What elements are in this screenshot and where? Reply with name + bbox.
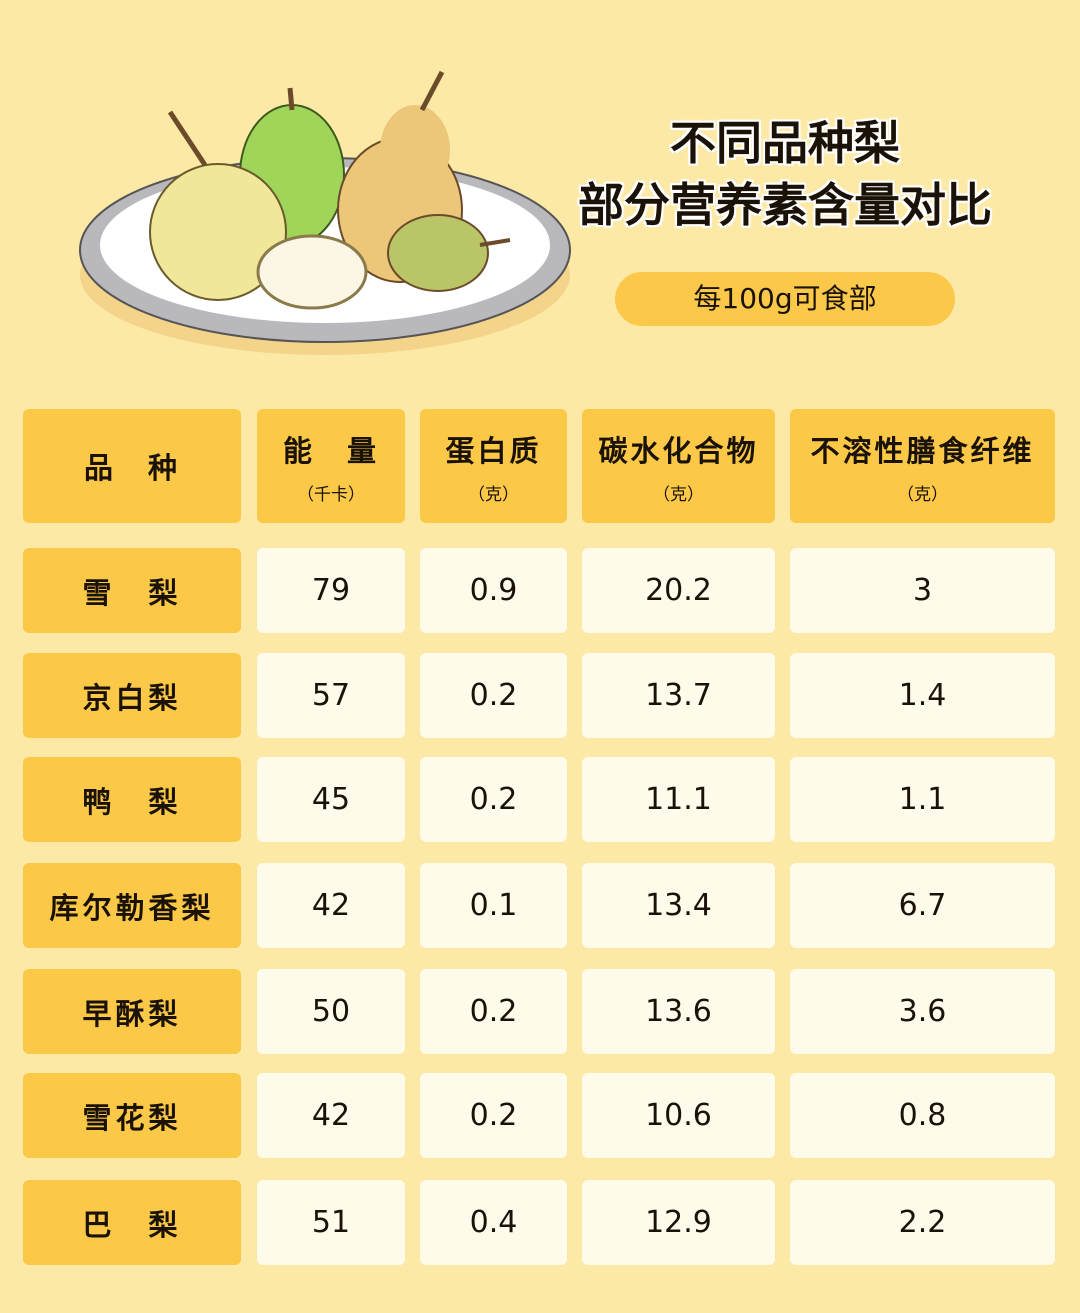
carbohydrate-value-cell: 13.6	[582, 969, 775, 1054]
header-variety: 品 种	[23, 409, 241, 523]
carbohydrate-value-cell: 13.7	[582, 653, 775, 738]
pear-plate-illustration	[79, 70, 571, 355]
insoluble-fiber-value-cell: 0.8	[790, 1073, 1055, 1158]
variety-name-cell: 雪花梨	[23, 1073, 241, 1158]
variety-name-cell: 库尔勒香梨	[23, 863, 241, 948]
insoluble-fiber-value-cell: 3	[790, 548, 1055, 633]
subtitle-badge: 每100g可食部	[615, 272, 955, 326]
header-label: 品 种	[83, 451, 180, 485]
header-label: 碳水化合物	[598, 433, 759, 468]
insoluble-fiber-value-cell: 1.1	[790, 757, 1055, 842]
energy-value-cell: 57	[257, 653, 405, 738]
energy-value-cell: 42	[257, 1073, 405, 1158]
header-unit: （克）	[468, 484, 519, 505]
header-insoluble-fiber: 不溶性膳食纤维 （克）	[790, 409, 1055, 523]
header-label: 蛋白质	[445, 433, 542, 468]
carbohydrate-value-cell: 13.4	[582, 863, 775, 948]
insoluble-fiber-value-cell: 6.7	[790, 863, 1055, 948]
energy-value-cell: 51	[257, 1180, 405, 1265]
protein-value-cell: 0.2	[420, 1073, 567, 1158]
protein-value-cell: 0.1	[420, 863, 567, 948]
title-line-2: 部分营养素含量对比	[578, 178, 992, 232]
protein-value-cell: 0.9	[420, 548, 567, 633]
protein-value-cell: 0.2	[420, 969, 567, 1054]
insoluble-fiber-value-cell: 1.4	[790, 653, 1055, 738]
energy-value-cell: 50	[257, 969, 405, 1054]
variety-name-cell: 巴 梨	[23, 1180, 241, 1265]
carbohydrate-value-cell: 11.1	[582, 757, 775, 842]
title-line-1: 不同品种梨	[670, 116, 900, 170]
header-unit: （克）	[897, 484, 948, 505]
header-unit: （千卡）	[297, 484, 365, 505]
header-unit: （克）	[653, 484, 704, 505]
header-label: 不溶性膳食纤维	[810, 433, 1035, 468]
header-carbohydrate: 碳水化合物 （克）	[582, 409, 775, 523]
header-protein: 蛋白质 （克）	[420, 409, 567, 523]
variety-name-cell: 鸭 梨	[23, 757, 241, 842]
insoluble-fiber-value-cell: 2.2	[790, 1180, 1055, 1265]
protein-value-cell: 0.2	[420, 757, 567, 842]
variety-name-cell: 雪 梨	[23, 548, 241, 633]
variety-name-cell: 早酥梨	[23, 969, 241, 1054]
energy-value-cell: 79	[257, 548, 405, 633]
carbohydrate-value-cell: 20.2	[582, 548, 775, 633]
protein-value-cell: 0.2	[420, 653, 567, 738]
page-title: 不同品种梨 部分营养素含量对比	[560, 112, 1010, 236]
carbohydrate-value-cell: 12.9	[582, 1180, 775, 1265]
insoluble-fiber-value-cell: 3.6	[790, 969, 1055, 1054]
protein-value-cell: 0.4	[420, 1180, 567, 1265]
header-label: 能 量	[282, 433, 379, 468]
energy-value-cell: 45	[257, 757, 405, 842]
carbohydrate-value-cell: 10.6	[582, 1073, 775, 1158]
header-energy: 能 量 （千卡）	[257, 409, 405, 523]
variety-name-cell: 京白梨	[23, 653, 241, 738]
energy-value-cell: 42	[257, 863, 405, 948]
